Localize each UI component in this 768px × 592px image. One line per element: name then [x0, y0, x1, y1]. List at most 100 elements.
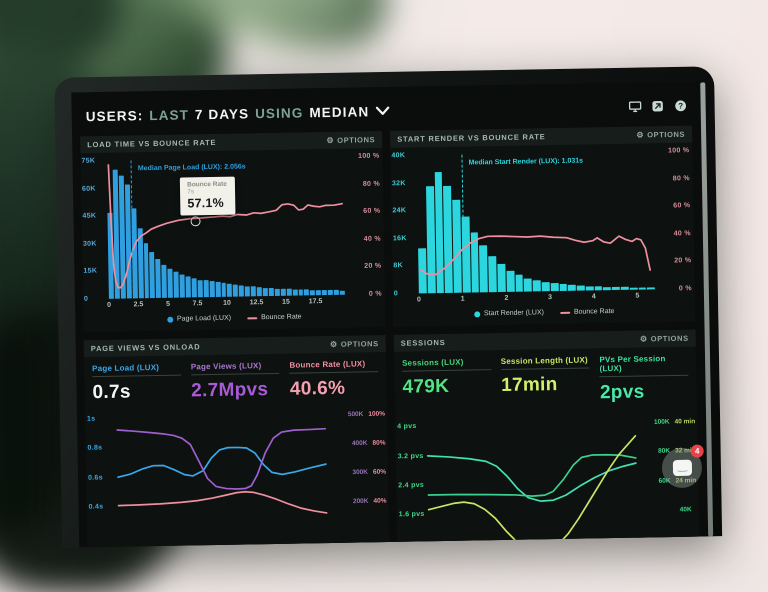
axis-label: 1s [87, 415, 114, 422]
legend-item-bounce-rate[interactable]: Bounce Rate [247, 313, 302, 321]
axis-label: 60 % [347, 208, 380, 216]
axis-label: 80% [372, 440, 385, 447]
header-prefix: USERS: [86, 108, 144, 124]
panel-title: SESSIONS [401, 338, 446, 348]
metric-page-views: Page Views (LUX) 2.7Mpvs [191, 361, 280, 403]
legend-label: Start Render (LUX) [484, 309, 544, 317]
metric-value: 17min [501, 373, 590, 397]
axis-label: 60% [373, 469, 386, 476]
options-button[interactable]: ⚙ OPTIONS [330, 339, 379, 349]
header-days: 7 DAYS [195, 106, 249, 122]
axis-label: 15K [83, 268, 105, 275]
x-axis-label: 10 [223, 300, 231, 307]
axis-label: 20 % [658, 258, 691, 266]
panel-title: START RENDER VS BOUNCE RATE [397, 132, 546, 144]
x-axis-label: 17.5 [309, 298, 323, 305]
axis-label: 80 % [347, 180, 380, 188]
axis-label: 40 min [675, 418, 696, 425]
axis-label: 400K [352, 440, 368, 447]
axis-label: 300K [352, 469, 368, 476]
axis-label: 0.4s [88, 503, 115, 510]
metric-page-load: Page Load (LUX) 0.7s [92, 363, 181, 405]
legend-label: Bounce Rate [574, 308, 615, 316]
metric-label: Page Views (LUX) [191, 361, 280, 376]
options-button[interactable]: ⚙ OPTIONS [326, 135, 375, 145]
x-axis-label: 2 [504, 295, 508, 302]
options-button[interactable]: ⚙ OPTIONS [640, 334, 689, 344]
x-axis-label: 1 [461, 296, 465, 303]
users-filter-dropdown[interactable]: USERS: LAST 7 DAYS USING MEDIAN [86, 103, 390, 123]
axis-label: 40 % [658, 230, 691, 238]
axis-label: 40K [391, 152, 413, 159]
chat-icon [672, 460, 691, 476]
metric-label: Sessions (LUX) [402, 357, 491, 372]
display-icon[interactable] [628, 101, 642, 113]
laptop-screen: USERS: LAST 7 DAYS USING MEDIAN [71, 82, 707, 548]
options-label: OPTIONS [651, 334, 689, 344]
session-length-lux--line [427, 414, 637, 548]
options-button[interactable]: ⚙ OPTIONS [636, 130, 685, 140]
metric-label: PVs Per Session (LUX) [599, 354, 688, 378]
options-label: OPTIONS [647, 130, 685, 140]
legend-item-page-load[interactable]: Page Load (LUX) [167, 315, 231, 323]
x-axis-label: 2.5 [134, 301, 144, 308]
panel-start-render: START RENDER VS BOUNCE RATE ⚙ OPTIONS Me… [390, 126, 695, 327]
tooltip-value: 57.1% [187, 196, 227, 211]
axis-label-pair: 40K [640, 506, 697, 514]
legend-line-icon [247, 317, 257, 319]
gear-icon: ⚙ [326, 136, 334, 144]
laptop: USERS: LAST 7 DAYS USING MEDIAN [54, 66, 722, 547]
metric-label: Page Load (LUX) [92, 363, 181, 378]
options-label: OPTIONS [341, 339, 379, 349]
load-time-legend: Page Load (LUX) Bounce Rate [83, 308, 385, 332]
dashboard: USERS: LAST 7 DAYS USING MEDIAN [71, 82, 707, 548]
axis-label: 80 % [657, 175, 690, 183]
chevron-down-icon[interactable] [375, 105, 389, 117]
help-icon[interactable]: ? [674, 100, 688, 112]
legend-line-icon [560, 311, 570, 313]
axis-label: 75K [81, 157, 103, 164]
x-axis-label: 4 [592, 293, 596, 300]
axis-label-pair: 300K 60% [329, 469, 386, 477]
bounce-rate-line [416, 151, 654, 293]
legend-item-bounce-rate[interactable]: Bounce Rate [560, 308, 615, 316]
axis-label: 20 % [348, 263, 381, 271]
legend-item-start-render[interactable]: Start Render (LUX) [474, 309, 544, 317]
axis-label: 100 % [346, 153, 379, 161]
axis-label: 0 % [349, 291, 382, 299]
axis-label: 30K [83, 240, 105, 247]
axis-label: 0 [394, 290, 416, 297]
axis-label: 0 [84, 295, 106, 302]
panel-load-time: LOAD TIME VS BOUNCE RATE ⚙ OPTIONS Bounc… [80, 131, 385, 332]
x-axis-label: 5 [635, 293, 639, 300]
axis-label: 500K [348, 411, 364, 418]
page-views-metrics: Page Load (LUX) 0.7s Page Views (LUX) 2.… [84, 352, 387, 406]
metric-label: Session Length (LUX) [501, 355, 590, 370]
legend-dot-icon [474, 311, 480, 317]
panel-grid: LOAD TIME VS BOUNCE RATE ⚙ OPTIONS Bounc… [80, 126, 699, 548]
axis-label: 8K [393, 262, 415, 269]
metric-label: Bounce Rate (LUX) [289, 359, 378, 374]
axis-label: 4 pvs [397, 423, 424, 430]
share-icon[interactable] [651, 100, 665, 112]
axis-label: 0.6s [88, 474, 115, 481]
axis-label: 200K [353, 498, 369, 505]
options-label: OPTIONS [337, 135, 375, 145]
legend-label: Bounce Rate [261, 313, 302, 321]
axis-label: 40 % [348, 235, 381, 243]
panel-title: LOAD TIME VS BOUNCE RATE [87, 138, 216, 149]
gear-icon: ⚙ [636, 131, 644, 139]
axis-label: 60 % [657, 202, 690, 210]
axis-label: 45K [82, 213, 104, 220]
x-axis-label: 3 [548, 294, 552, 301]
gear-icon: ⚙ [330, 340, 338, 348]
header-icon-group: ? [628, 100, 688, 113]
start-render-legend: Start Render (LUX) Bounce Rate [393, 303, 695, 327]
x-axis-label: 12.5 [250, 299, 264, 306]
x-axis-label: 15 [282, 299, 290, 306]
